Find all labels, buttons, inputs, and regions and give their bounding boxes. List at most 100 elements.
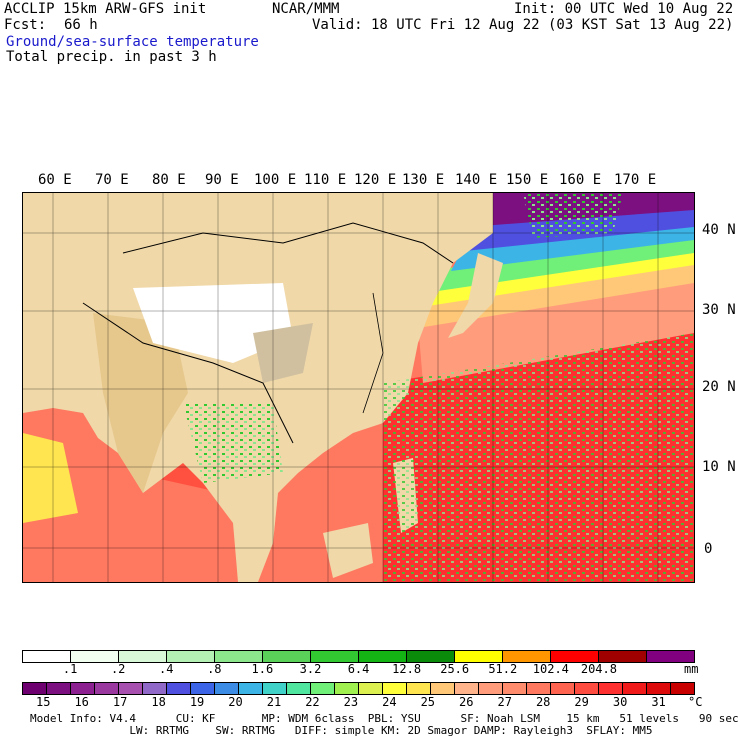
precip-swatch — [551, 651, 599, 662]
lon-label: 150 E — [506, 172, 549, 188]
temp-swatch — [623, 683, 647, 694]
temp-tick-label: 27 — [497, 695, 512, 709]
precip-swatch — [599, 651, 647, 662]
tibet-plateau — [253, 323, 313, 383]
temp-swatch — [671, 683, 694, 694]
lat-label: 30 N — [702, 302, 736, 318]
temp-tick-label: 15 — [36, 695, 51, 709]
temp-tick-label: 18 — [151, 695, 166, 709]
temp-swatch — [95, 683, 119, 694]
temp-tick-label: 21 — [266, 695, 282, 709]
precip-unit: mm — [684, 662, 699, 676]
tibet-plateau — [133, 283, 293, 363]
sst-band — [23, 433, 78, 523]
precip-swatch — [215, 651, 263, 662]
precip-area — [183, 403, 283, 483]
land-japan — [448, 253, 503, 338]
land-india — [93, 313, 188, 493]
model-info-line2: LW: RRTMG SW: RRTMG DIFF: simple KM: 2D … — [30, 724, 653, 737]
graticule — [23, 193, 694, 582]
temp-swatch — [263, 683, 287, 694]
temp-swatch — [527, 683, 551, 694]
temp-tick-label: 31 — [651, 695, 666, 709]
precip-area — [523, 193, 623, 238]
lat-label: 40 N — [702, 222, 736, 238]
temp-colorbar — [22, 682, 695, 695]
precip-tick-label: 3.2 — [299, 662, 322, 676]
lat-label: 20 N — [702, 379, 736, 395]
temp-swatch — [215, 683, 239, 694]
temp-tick-label: 26 — [459, 695, 474, 709]
precip-tick-label: 1.6 — [251, 662, 274, 676]
precip-swatch — [359, 651, 407, 662]
temp-swatch — [287, 683, 311, 694]
temp-swatch — [383, 683, 407, 694]
temp-swatch — [599, 683, 623, 694]
precip-swatch — [119, 651, 167, 662]
temp-tick-label: 19 — [189, 695, 205, 709]
precip-tick-label: .1 — [62, 662, 78, 676]
lon-label: 110 E — [304, 172, 347, 188]
precip-swatch — [23, 651, 71, 662]
land-borneo — [323, 523, 373, 578]
valid-time: Valid: 18 UTC Fri 12 Aug 22 (03 KST Sat … — [312, 17, 734, 33]
precip-tick-label: .8 — [207, 662, 222, 676]
temp-swatch — [431, 683, 455, 694]
temp-swatch — [455, 683, 479, 694]
sst-band — [451, 225, 694, 271]
lon-label: 170 E — [614, 172, 657, 188]
temp-swatch — [239, 683, 263, 694]
init-time: Init: 00 UTC Wed 10 Aug 22 — [514, 1, 734, 17]
field-title-sst: Ground/sea-surface temperature — [6, 34, 259, 50]
temp-swatch — [143, 683, 167, 694]
precip-tick-label: 204.8 — [580, 662, 617, 676]
precip-swatch — [503, 651, 551, 662]
precip-area — [383, 333, 694, 582]
temp-swatch — [191, 683, 215, 694]
precip-swatch — [71, 651, 119, 662]
temp-swatch — [335, 683, 359, 694]
lon-label: 140 E — [455, 172, 498, 188]
temp-tick-label: 29 — [574, 695, 589, 709]
temp-swatch — [407, 683, 431, 694]
temp-swatch — [167, 683, 191, 694]
temp-tick-label: 17 — [112, 695, 128, 709]
fcst-value: 66 h — [64, 17, 98, 33]
lon-label: 60 E — [38, 172, 72, 188]
lon-label: 90 E — [205, 172, 239, 188]
temp-tick-label: 30 — [612, 695, 628, 709]
temp-swatch — [479, 683, 503, 694]
precip-tick-label: .4 — [159, 662, 174, 676]
temp-tick-label: 23 — [343, 695, 359, 709]
precip-tick-label: 6.4 — [347, 662, 370, 676]
precip-tick-label: .2 — [110, 662, 126, 676]
temp-tick-label: 22 — [305, 695, 320, 709]
temp-swatch — [23, 683, 47, 694]
precip-tick-label: 102.4 — [532, 662, 569, 676]
model-info-line1: Model Info: V4.4 CU: KF MP: WDM 6class P… — [30, 712, 739, 725]
precip-swatch — [407, 651, 455, 662]
forecast-map — [22, 192, 695, 583]
temp-tick-label: 16 — [74, 695, 89, 709]
temp-swatch — [551, 683, 575, 694]
temp-tick-label: 25 — [420, 695, 436, 709]
lat-label: 0 — [704, 541, 713, 557]
model-title: ACCLIP 15km ARW-GFS init — [4, 1, 207, 17]
temp-swatch — [503, 683, 527, 694]
sst-band — [418, 263, 694, 328]
temp-swatch — [47, 683, 71, 694]
temp-unit: °C — [688, 695, 703, 709]
temp-swatch — [119, 683, 143, 694]
precip-tick-label: 25.6 — [440, 662, 470, 676]
precip-swatch — [311, 651, 359, 662]
lat-label: 10 N — [702, 459, 736, 475]
precip-swatch — [647, 651, 694, 662]
temp-swatch — [359, 683, 383, 694]
temp-swatch — [71, 683, 95, 694]
precip-swatch — [167, 651, 215, 662]
lon-label: 70 E — [95, 172, 129, 188]
lon-label: 80 E — [152, 172, 186, 188]
sst-band — [438, 238, 694, 291]
fcst-label: Fcst: — [4, 17, 47, 33]
lon-label: 130 E — [402, 172, 445, 188]
